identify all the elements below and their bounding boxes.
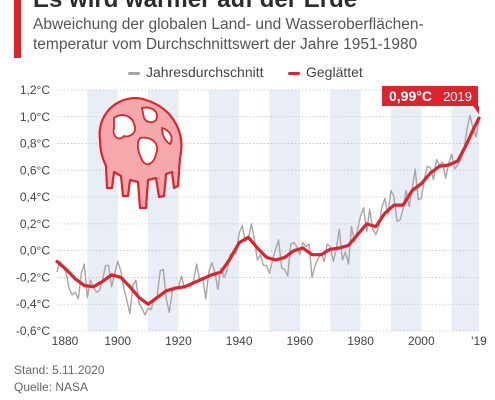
y-axis-tick-labels: 1,2°C 1,0°C 0,8°C 0,6°C 0,4°C 0,2°C 0,0°C -0,2°…: [16, 83, 50, 338]
legend-label-smoothed: Geglättet: [306, 64, 363, 80]
y-tick-label: 0,6°C: [20, 163, 50, 177]
title-accent-bar: [14, 0, 21, 58]
chart-subtitle: Abweichung der globalen Land- und Wasser…: [33, 16, 424, 53]
footer-date: Stand: 5.11.2020: [14, 363, 105, 377]
chart-title: Es wird wärmer auf der Erde: [33, 0, 357, 14]
y-tick-label: 0,2°C: [20, 217, 50, 231]
annotation-value: 0,99°C: [389, 88, 432, 104]
y-tick-label: -0,6°C: [16, 324, 50, 338]
y-tick-label: 0,4°C: [20, 190, 50, 204]
y-tick-label: -0,2°C: [16, 270, 50, 284]
x-tick-label: 1920: [165, 334, 192, 348]
legend: Jahresdurchschnitt Geglättet: [0, 64, 495, 84]
legend-swatch-raw: [128, 72, 140, 75]
legend-swatch-smoothed: [288, 72, 300, 75]
x-tick-label: 1940: [226, 334, 253, 348]
y-tick-label: -0,4°C: [16, 297, 50, 311]
annotation-box: [382, 86, 478, 106]
series-jahresdurchschnitt: [56, 114, 480, 316]
decade-band: [330, 90, 361, 331]
x-axis-tick-labels: 1880 1900 1920 1940 1960 1980 2000 '19: [52, 334, 487, 348]
x-tick-label: 1980: [347, 334, 374, 348]
x-tick-label: 1960: [287, 334, 314, 348]
series-line-geglaettet: [55, 116, 481, 306]
y-tick-label: 1,0°C: [20, 110, 50, 124]
latest-value-annotation: 0,99°C 2019: [382, 86, 479, 115]
melting-globe-icon: [98, 97, 183, 210]
decade-band: [269, 90, 300, 331]
legend-label-raw: Jahresdurchschnitt: [146, 64, 264, 80]
annotation-pointer: [473, 106, 479, 115]
series-geglaettet: [55, 116, 481, 306]
annotation-year: 2019: [443, 89, 472, 104]
y-tick-label: 1,2°C: [20, 83, 50, 97]
x-tick-label: '19: [471, 334, 487, 348]
y-tick-label: 0,8°C: [20, 137, 50, 151]
series-line-jahresdurchschnitt: [56, 114, 480, 316]
x-tick-label: 2000: [408, 334, 435, 348]
x-tick-label: 1900: [104, 334, 131, 348]
decade-band: [208, 90, 240, 331]
x-tick-label: 1880: [52, 334, 79, 348]
y-tick-label: 0,0°C: [20, 244, 50, 258]
footer-source: Quelle: NASA: [14, 380, 89, 394]
